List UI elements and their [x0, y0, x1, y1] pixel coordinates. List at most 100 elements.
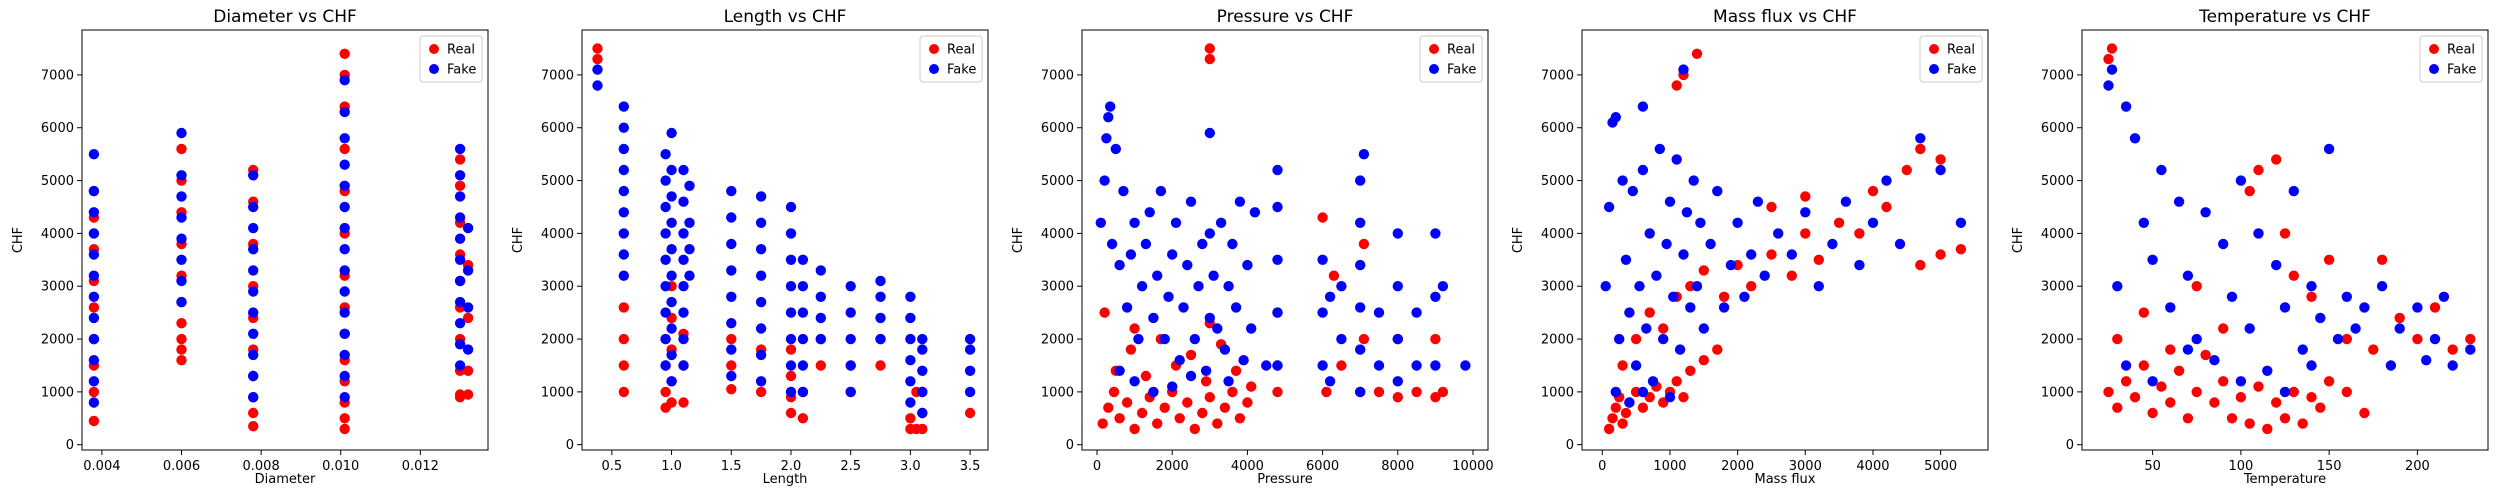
point-fake	[755, 349, 767, 361]
point-real	[176, 318, 187, 329]
point-real	[2244, 418, 2255, 429]
point-fake	[964, 333, 976, 345]
point-fake	[454, 233, 466, 244]
point-real	[2106, 43, 2118, 54]
point-fake	[1358, 149, 1370, 160]
point-fake	[2138, 217, 2149, 228]
point-fake	[2147, 376, 2158, 387]
point-fake	[618, 122, 629, 133]
point-fake	[2376, 281, 2388, 292]
point-fake	[1163, 291, 1174, 302]
point-fake	[339, 244, 350, 255]
point-fake	[726, 185, 737, 197]
y-tick-label: 4000	[541, 227, 574, 242]
point-fake	[678, 281, 689, 292]
point-fake	[454, 360, 466, 371]
legend-label-fake: Fake	[1947, 63, 1976, 78]
point-fake	[678, 228, 689, 239]
point-fake	[1355, 175, 1366, 186]
x-tick-label: 10000	[1452, 459, 1493, 474]
point-fake	[726, 291, 737, 302]
point-fake	[1718, 302, 1730, 313]
point-fake	[1800, 207, 1811, 218]
x-tick-label: 5000	[1924, 459, 1957, 474]
point-real	[1129, 423, 1140, 435]
series-real	[592, 43, 976, 435]
point-fake	[1114, 365, 1125, 376]
point-real	[1358, 333, 1370, 345]
point-fake	[1204, 228, 1216, 239]
point-real	[2103, 53, 2114, 65]
point-fake	[339, 265, 350, 276]
point-real	[1182, 397, 1193, 408]
point-real	[462, 365, 474, 376]
point-fake	[905, 355, 916, 366]
point-real	[1125, 344, 1137, 355]
point-real	[2376, 254, 2388, 265]
point-fake	[785, 281, 797, 292]
legend: Real Fake	[919, 35, 983, 83]
point-real	[176, 355, 187, 366]
point-fake	[2147, 254, 2158, 265]
point-real	[339, 48, 350, 59]
point-fake	[1664, 392, 1676, 403]
point-real	[1786, 270, 1798, 281]
point-fake	[666, 191, 677, 202]
point-real	[462, 389, 474, 400]
point-fake	[1644, 228, 1655, 239]
point-fake	[454, 170, 466, 181]
point-fake	[1219, 344, 1231, 355]
x-tick-label: 2000	[1156, 459, 1189, 474]
point-real	[618, 386, 629, 398]
point-fake	[1705, 238, 1716, 250]
point-fake	[678, 254, 689, 265]
point-fake	[1272, 254, 1283, 265]
point-real	[1185, 349, 1197, 361]
point-real	[88, 302, 100, 313]
point-fake	[1167, 249, 1178, 260]
point-real	[1644, 307, 1655, 318]
point-fake	[1867, 217, 1879, 228]
x-tick-label: 0.010	[322, 459, 359, 474]
point-fake	[2350, 323, 2361, 334]
point-fake	[1148, 312, 1159, 324]
series-fake	[1095, 101, 1471, 398]
point-fake	[1189, 333, 1201, 345]
point-fake	[1688, 175, 1699, 186]
point-fake	[1317, 360, 1328, 371]
y-tick-label: 3000	[2041, 280, 2074, 295]
point-fake	[454, 212, 466, 223]
point-fake	[1854, 259, 1865, 271]
point-fake	[1430, 360, 1441, 371]
legend-marker-real	[429, 44, 439, 54]
point-real	[1430, 333, 1441, 345]
point-fake	[1204, 127, 1216, 139]
point-fake	[2306, 281, 2317, 292]
point-real	[1607, 413, 1618, 424]
point-fake	[248, 328, 259, 339]
point-fake	[660, 333, 671, 345]
point-fake	[755, 376, 767, 387]
point-fake	[2173, 196, 2185, 207]
x-tick-label: 3.0	[900, 459, 921, 474]
point-fake	[666, 376, 677, 387]
legend-label-real: Real	[2447, 43, 2475, 58]
point-fake	[964, 344, 976, 355]
point-real	[2323, 376, 2335, 387]
point-fake	[660, 149, 671, 160]
x-tick-label: 1.5	[721, 459, 742, 474]
point-real	[462, 312, 474, 324]
y-axis-label: CHF	[1011, 227, 1026, 253]
point-fake	[1223, 281, 1234, 292]
point-real	[1272, 386, 1283, 398]
point-fake	[815, 333, 826, 345]
point-fake	[1178, 302, 1189, 313]
point-fake	[875, 333, 886, 345]
point-fake	[1698, 323, 1710, 334]
point-fake	[1620, 254, 1632, 265]
point-fake	[2429, 333, 2441, 345]
point-fake	[1813, 281, 1825, 292]
point-real	[1833, 217, 1845, 228]
point-fake	[1129, 217, 1140, 228]
x-tick-label: 2000	[1721, 459, 1754, 474]
